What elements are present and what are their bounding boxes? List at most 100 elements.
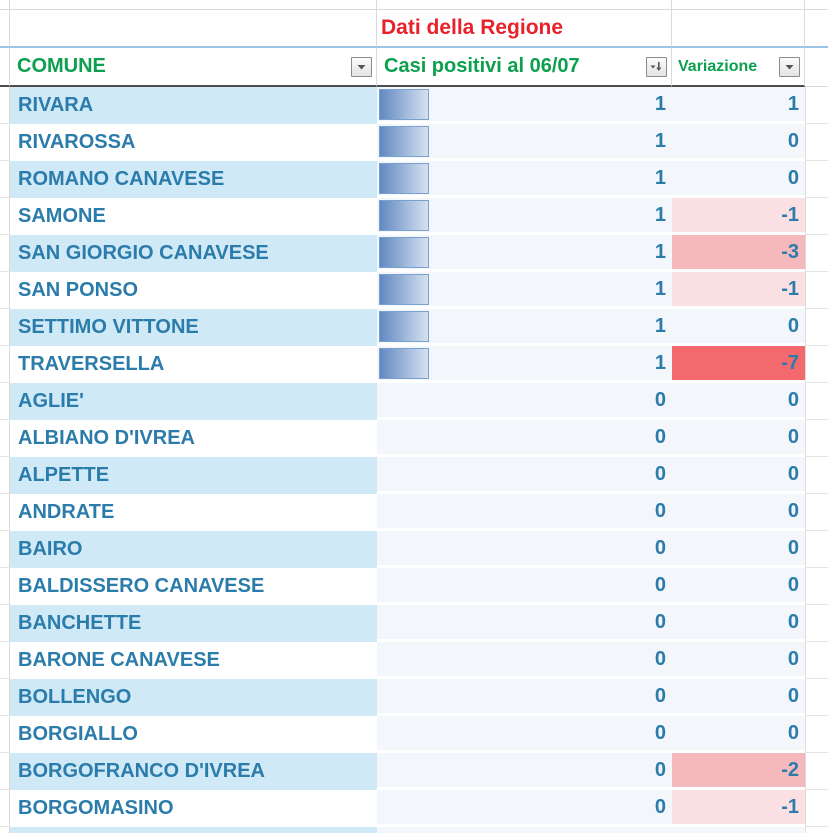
casi-cell[interactable]: 0: [377, 568, 672, 605]
empty-cell[interactable]: [805, 457, 828, 494]
empty-cell[interactable]: [805, 48, 828, 87]
comune-cell[interactable]: BORGOFRANCO D'IVREA: [10, 753, 377, 790]
empty-cell[interactable]: [805, 87, 828, 124]
casi-cell[interactable]: 0: [377, 494, 672, 531]
comune-filter-button[interactable]: [351, 56, 372, 77]
empty-cell[interactable]: [805, 124, 828, 161]
empty-cell[interactable]: [805, 679, 828, 716]
variazione-cell[interactable]: 0: [672, 309, 805, 346]
casi-cell[interactable]: 0: [377, 531, 672, 568]
casi-cell[interactable]: 0: [377, 679, 672, 716]
casi-cell[interactable]: 1: [377, 309, 672, 346]
empty-cell[interactable]: [805, 494, 828, 531]
comune-cell[interactable]: BORGOMASINO: [10, 790, 377, 827]
comune-cell[interactable]: SAMONE: [10, 198, 377, 235]
empty-cell[interactable]: [672, 10, 805, 48]
casi-cell[interactable]: 0: [377, 642, 672, 679]
comune-cell[interactable]: BAIRO: [10, 531, 377, 568]
empty-cell[interactable]: [805, 605, 828, 642]
variazione-cell[interactable]: 0: [672, 161, 805, 198]
comune-name: AGLIE': [18, 390, 84, 412]
casi-cell[interactable]: 0: [377, 716, 672, 753]
variazione-cell[interactable]: -3: [672, 235, 805, 272]
variazione-cell[interactable]: 0: [672, 494, 805, 531]
empty-cell[interactable]: [805, 716, 828, 753]
variazione-cell[interactable]: 1: [672, 87, 805, 124]
empty-cell[interactable]: [805, 346, 828, 383]
comune-name: SAN GIORGIO CANAVESE: [18, 242, 269, 264]
casi-cell[interactable]: 1: [377, 235, 672, 272]
casi-cell[interactable]: 1: [377, 272, 672, 309]
empty-cell[interactable]: [805, 531, 828, 568]
casi-value: 0: [654, 388, 666, 411]
variazione-cell[interactable]: -7: [672, 346, 805, 383]
comune-cell[interactable]: ALPETTE: [10, 457, 377, 494]
variazione-cell[interactable]: -1: [672, 272, 805, 309]
empty-cell[interactable]: [805, 568, 828, 605]
variazione-value: -1: [781, 203, 799, 226]
casi-cell[interactable]: 0: [377, 753, 672, 790]
variazione-cell[interactable]: 0: [672, 420, 805, 457]
variazione-cell[interactable]: 0: [672, 457, 805, 494]
variazione-cell[interactable]: -1: [672, 790, 805, 827]
casi-header-cell[interactable]: Casi positivi al 06/07: [377, 48, 672, 87]
variazione-cell[interactable]: 0: [672, 531, 805, 568]
comune-cell[interactable]: SAN GIORGIO CANAVESE: [10, 235, 377, 272]
data-bar: [379, 163, 429, 194]
comune-cell[interactable]: RIVAROSSA: [10, 124, 377, 161]
casi-cell[interactable]: 0: [377, 420, 672, 457]
empty-cell[interactable]: [805, 198, 828, 235]
comune-name: BOLLENGO: [18, 686, 132, 708]
comune-cell[interactable]: BARONE CANAVESE: [10, 642, 377, 679]
variazione-cell[interactable]: 0: [672, 568, 805, 605]
comune-cell[interactable]: BOLLENGO: [10, 679, 377, 716]
casi-cell[interactable]: 0: [377, 790, 672, 827]
comune-cell[interactable]: RIVARA: [10, 87, 377, 124]
variazione-cell[interactable]: -1: [672, 198, 805, 235]
variazione-cell[interactable]: 0: [672, 124, 805, 161]
variazione-cell[interactable]: -2: [672, 753, 805, 790]
empty-cell[interactable]: [805, 753, 828, 790]
variazione-cell[interactable]: 0: [672, 605, 805, 642]
casi-cell[interactable]: 0: [377, 383, 672, 420]
comune-cell[interactable]: ROMANO CANAVESE: [10, 161, 377, 198]
comune-cell[interactable]: SETTIMO VITTONE: [10, 309, 377, 346]
comune-cell[interactable]: BORGIALLO: [10, 716, 377, 753]
empty-cell[interactable]: [10, 10, 377, 48]
variazione-cell[interactable]: 0: [672, 679, 805, 716]
casi-cell[interactable]: 1: [377, 124, 672, 161]
empty-cell[interactable]: [805, 383, 828, 420]
comune-cell[interactable]: ALBIANO D'IVREA: [10, 420, 377, 457]
casi-cell[interactable]: 0: [377, 457, 672, 494]
casi-cell[interactable]: 1: [377, 346, 672, 383]
region-title-cell[interactable]: Dati della Regione: [377, 10, 672, 48]
casi-cell[interactable]: 1: [377, 87, 672, 124]
comune-cell[interactable]: SAN PONSO: [10, 272, 377, 309]
comune-header-cell[interactable]: COMUNE: [10, 48, 377, 87]
variazione-value: 0: [787, 610, 799, 633]
variazione-filter-button[interactable]: [779, 56, 800, 77]
variazione-cell[interactable]: 0: [672, 716, 805, 753]
casi-cell[interactable]: 1: [377, 198, 672, 235]
comune-cell[interactable]: AGLIE': [10, 383, 377, 420]
casi-cell[interactable]: 1: [377, 161, 672, 198]
comune-cell[interactable]: BALDISSERO CANAVESE: [10, 568, 377, 605]
empty-cell[interactable]: [805, 309, 828, 346]
comune-cell[interactable]: ANDRATE: [10, 494, 377, 531]
empty-cell[interactable]: [805, 420, 828, 457]
casi-sort-filter-button[interactable]: [646, 56, 667, 77]
empty-cell[interactable]: [805, 642, 828, 679]
variazione-cell[interactable]: 0: [672, 642, 805, 679]
variazione-header-cell[interactable]: Variazione: [672, 48, 805, 87]
variazione-cell[interactable]: 0: [672, 383, 805, 420]
comune-cell[interactable]: BANCHETTE: [10, 605, 377, 642]
empty-cell[interactable]: [805, 272, 828, 309]
empty-cell[interactable]: [805, 161, 828, 198]
empty-cell[interactable]: [805, 235, 828, 272]
empty-cell[interactable]: [805, 10, 828, 48]
empty-cell[interactable]: [805, 790, 828, 827]
casi-cell[interactable]: 0: [377, 605, 672, 642]
margin-cell: [0, 642, 10, 679]
comune-cell[interactable]: TRAVERSELLA: [10, 346, 377, 383]
